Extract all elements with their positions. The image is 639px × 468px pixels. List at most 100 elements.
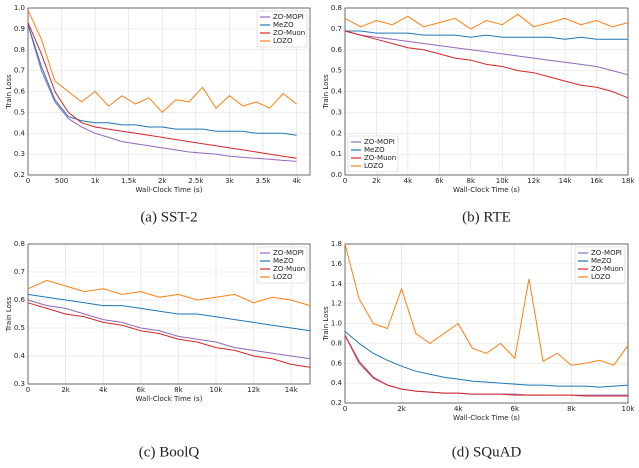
loss-line (344, 331, 629, 388)
x-tick-label: 2k (158, 177, 167, 185)
x-tick-label: 14k (285, 386, 299, 394)
legend-label: MeZO (273, 257, 294, 265)
loss-line (344, 335, 628, 397)
y-tick-label: 0.8 (331, 4, 342, 12)
x-tick-label: 2k (397, 405, 406, 413)
y-tick-label: 0.3 (14, 380, 25, 388)
y-tick-label: 1.2 (331, 300, 342, 308)
x-tick-label: 6k (137, 386, 146, 394)
loss-line (344, 243, 629, 366)
loss-line (27, 302, 311, 368)
x-tick-label: 3.5k (255, 177, 271, 185)
legend-label: ZO-MOPI (591, 249, 622, 257)
x-tick-label: 0 (343, 405, 347, 413)
y-tick-label: 0.5 (14, 108, 25, 116)
y-tick-label: 0.7 (14, 67, 25, 75)
x-tick-label: 14k (559, 177, 573, 185)
y-tick-label: 0.6 (331, 46, 343, 54)
legend-label: ZO-Muon (591, 265, 623, 273)
y-tick-label: 1.6 (331, 260, 343, 268)
y-tick-label: 0.6 (14, 296, 26, 304)
legend-box (256, 246, 308, 284)
legend-box (347, 135, 399, 173)
plot-frame (27, 7, 311, 176)
x-tick-label: 10k (496, 177, 510, 185)
x-tick-label: 16k (590, 177, 604, 185)
legend-label: ZO-MOPI (364, 138, 395, 146)
x-tick-label: 4k (404, 177, 413, 185)
loss-line (27, 22, 297, 159)
x-tick-label: 12k (527, 177, 541, 185)
y-tick-label: 0.5 (14, 324, 25, 332)
legend-label: LOZO (273, 273, 293, 281)
y-tick-label: 1.8 (331, 240, 342, 248)
loss-line (27, 24, 297, 136)
y-tick-label: 0.7 (14, 268, 25, 276)
legend-box (574, 246, 626, 284)
x-tick-label: 2.5k (188, 177, 204, 185)
x-axis-label: Wall-Clock Time (s) (136, 186, 203, 194)
caption: (c) BoolQ (139, 444, 200, 460)
loss-line (344, 30, 629, 76)
x-tick-label: 0 (26, 386, 30, 394)
x-axis-label: Wall-Clock Time (s) (136, 395, 203, 403)
plot-frame (344, 243, 629, 404)
loss-line (27, 9, 297, 114)
y-tick-label: 0.4 (331, 88, 343, 96)
x-tick-label: 4k (99, 386, 108, 394)
legend-label: ZO-Muon (273, 265, 305, 273)
x-tick-label: 0 (26, 177, 30, 185)
loss-line (344, 13, 629, 30)
x-tick-label: 1k (91, 177, 100, 185)
caption: (a) SST-2 (140, 209, 197, 225)
y-tick-label: 0.2 (331, 129, 342, 137)
y-tick-label: 1.4 (331, 280, 343, 288)
x-tick-label: 2k (372, 177, 381, 185)
loss-line (27, 24, 297, 162)
y-axis-label: Train Loss (5, 74, 13, 110)
y-tick-label: 0.2 (14, 171, 25, 179)
x-tick-label: 3k (225, 177, 234, 185)
y-tick-label: 0.7 (331, 25, 342, 33)
x-tick-label: 10k (622, 405, 636, 413)
x-tick-label: 500 (55, 177, 68, 185)
legend-label: MeZO (273, 21, 294, 29)
legend-label: ZO-Muon (273, 29, 305, 37)
legend-label: LOZO (364, 162, 384, 170)
y-tick-label: 0.8 (331, 339, 342, 347)
x-tick-label: 12k (247, 386, 261, 394)
caption: (b) RTE (462, 209, 511, 225)
x-tick-label: 10k (210, 386, 224, 394)
legend-label: ZO-MOPI (273, 13, 304, 21)
legend-label: MeZO (591, 257, 612, 265)
x-tick-label: 6k (511, 405, 520, 413)
x-tick-label: 4k (292, 177, 301, 185)
x-axis-label: Wall-Clock Time (s) (453, 414, 520, 422)
y-tick-label: 0.6 (14, 88, 26, 96)
y-tick-label: 0.4 (14, 352, 26, 360)
x-tick-label: 1.5k (121, 177, 137, 185)
y-tick-label: 0.8 (14, 46, 25, 54)
y-tick-label: 0.5 (331, 67, 342, 75)
legend-label: MeZO (364, 146, 385, 154)
loss-line (344, 30, 629, 99)
y-tick-label: 0.8 (14, 240, 25, 248)
y-axis-label: Train Loss (5, 296, 13, 332)
legend-label: ZO-MOPI (273, 249, 304, 257)
x-tick-label: 8k (174, 386, 183, 394)
legend-label: ZO-Muon (364, 154, 396, 162)
y-tick-label: 1.0 (14, 4, 25, 12)
x-tick-label: 8k (467, 177, 476, 185)
y-tick-label: 0.3 (14, 150, 25, 158)
x-tick-label: 8k (567, 405, 576, 413)
y-tick-label: 0.0 (331, 171, 342, 179)
x-tick-label: 2k (61, 386, 70, 394)
x-tick-label: 0 (343, 177, 347, 185)
legend-label: LOZO (273, 37, 293, 45)
x-tick-label: 6k (435, 177, 444, 185)
loss-line (27, 299, 311, 360)
y-tick-label: 0.9 (14, 25, 25, 33)
legend-label: LOZO (591, 273, 611, 281)
loss-line (27, 279, 311, 307)
